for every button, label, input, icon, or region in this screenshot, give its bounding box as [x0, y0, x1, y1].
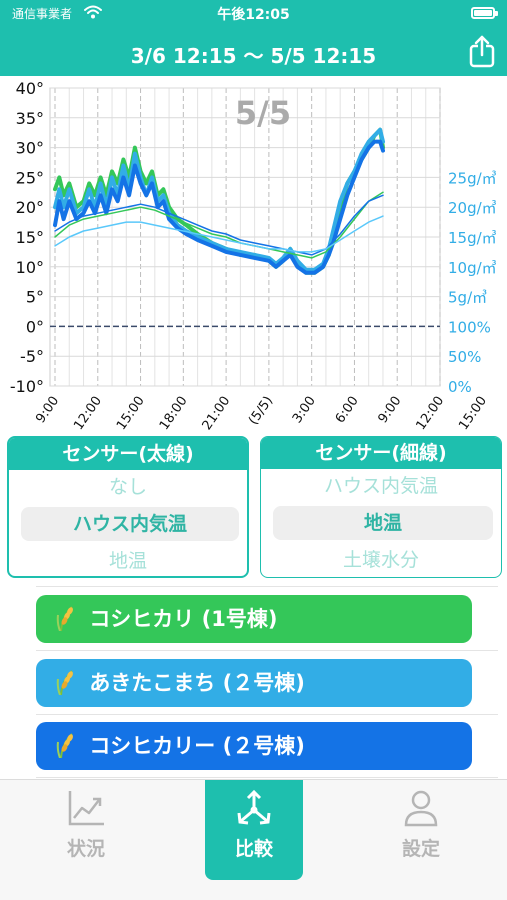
sensor-option-house-temp[interactable]: ハウス内気温: [21, 507, 239, 541]
x-tick-label: (5/5): [246, 394, 276, 428]
y-tick-label: 25°: [16, 168, 44, 187]
list-divider: [36, 714, 498, 715]
y-right-tick-label: 10g/㎥: [448, 259, 497, 277]
thick-line-sensor-panel: センサー(太線) なし ハウス内気温 地温: [7, 436, 249, 578]
y-axis-right: 25g/㎥ 20g/㎥ 15g/㎥ 10g/㎥ 5g/㎥ 100% 50% 0%: [448, 169, 497, 396]
x-tick-label: 9:00: [375, 394, 404, 427]
house-button-akitakomachi-2[interactable]: あきたこまち (２号棟): [36, 659, 472, 707]
tab-compare[interactable]: 比較: [205, 780, 303, 880]
sensor-option-soil-temp[interactable]: 地温: [108, 550, 147, 572]
x-tick-label: 6:00: [333, 394, 362, 427]
tab-status[interactable]: 状況: [37, 780, 135, 880]
y-tick-label: 0°: [26, 317, 44, 336]
series-line-2: [53, 139, 385, 275]
x-tick-label: 12:00: [413, 394, 447, 433]
battery-icon: [471, 7, 498, 19]
rice-icon: [56, 670, 73, 695]
y-right-tick-label: 20g/㎥: [448, 199, 497, 217]
list-divider: [36, 650, 498, 651]
tab-label: 設定: [401, 838, 440, 860]
thin-line-sensor-panel: センサー(細線) ハウス内気温 地温 土壌水分: [260, 436, 502, 578]
x-tick-label: 15:00: [114, 394, 148, 433]
status-time: 午後12:05: [217, 7, 290, 23]
y-tick-label: 15°: [16, 228, 44, 247]
chart-date-overlay: 5/5: [235, 94, 291, 132]
carrier-name: 通信事業者: [12, 7, 73, 21]
sensor-option-soil-temp[interactable]: 地温: [273, 506, 493, 540]
person-icon: [404, 790, 438, 827]
list-divider: [36, 777, 498, 778]
chart-icon: [68, 791, 104, 826]
header: 通信事業者 午後12:05 3/6 12:15 〜 5/5 12:15: [0, 0, 507, 76]
series-line-1: [53, 127, 385, 272]
date-range-title: 3/6 12:15 〜 5/5 12:15: [130, 44, 377, 68]
y-tick-label: 20°: [16, 198, 44, 217]
rice-icon: [56, 606, 73, 631]
y-right-tick-label: 15g/㎥: [448, 229, 497, 247]
x-tick-label: 15:00: [456, 394, 490, 433]
y-tick-label: 35°: [16, 109, 44, 128]
wifi-icon: [84, 5, 102, 19]
rice-icon: [56, 733, 73, 758]
sensor-option-soil-moisture[interactable]: 土壌水分: [342, 549, 419, 571]
y-tick-label: -10°: [10, 377, 44, 396]
y-tick-label: 40°: [16, 79, 44, 98]
y-tick-label: 10°: [16, 258, 44, 277]
y-axis-left: 40° 35° 30° 25° 20° 15° 10° 5° 0° -5° -10°: [10, 79, 44, 396]
panel-title: センサー(太線): [9, 438, 247, 470]
x-tick-label: 21:00: [200, 394, 234, 433]
house-label: あきたこまち (２号棟): [89, 671, 305, 695]
x-tick-label: 12:00: [71, 394, 105, 433]
x-tick-label: 3:00: [290, 394, 319, 427]
series-line-3: [54, 191, 384, 259]
sensor-chart[interactable]: 5/5 40° 35° 30° 25° 20° 15° 10° 5° 0° -5° -10° 25g…: [0, 76, 507, 434]
x-tick-label: 9:00: [33, 394, 62, 427]
chart-grid: [49, 87, 441, 387]
sensor-option-none[interactable]: なし: [108, 476, 147, 498]
series-line-4: [54, 194, 384, 256]
series-line-5: [54, 215, 384, 253]
tab-label: 比較: [234, 838, 273, 860]
share-icon[interactable]: [467, 34, 497, 68]
chart-series: [53, 127, 385, 275]
list-divider: [36, 586, 498, 587]
y-tick-label: 5°: [26, 288, 44, 307]
house-button-koshihikari-2[interactable]: コシヒカリー (２号棟): [36, 722, 472, 770]
x-axis: 9:00 12:00 15:00 18:00 21:00 (5/5) 3:00 6:00 9:0…: [33, 394, 490, 433]
y-right-tick-label: 25g/㎥: [448, 169, 497, 187]
tab-settings[interactable]: 設定: [372, 780, 470, 880]
house-label: コシヒカリ (1号棟): [89, 607, 278, 631]
compare-icon: [237, 789, 271, 825]
tab-bar: 状況 比較 設定: [0, 779, 507, 900]
y-right-tick-label: 5g/㎥: [448, 289, 487, 307]
y-right-tick-label: 0%: [448, 378, 472, 396]
house-label: コシヒカリー (２号棟): [89, 734, 305, 758]
y-right-tick-label: 100%: [448, 318, 491, 336]
y-tick-label: 30°: [16, 139, 44, 158]
tab-label: 状況: [66, 838, 105, 860]
sensor-option-house-temp[interactable]: ハウス内気温: [323, 475, 438, 497]
y-tick-label: -5°: [20, 347, 44, 366]
panel-title: センサー(細線): [261, 437, 501, 469]
y-right-tick-label: 50%: [448, 348, 481, 366]
x-tick-label: 18:00: [157, 394, 191, 433]
house-button-koshihikari-1[interactable]: コシヒカリ (1号棟): [36, 595, 472, 643]
